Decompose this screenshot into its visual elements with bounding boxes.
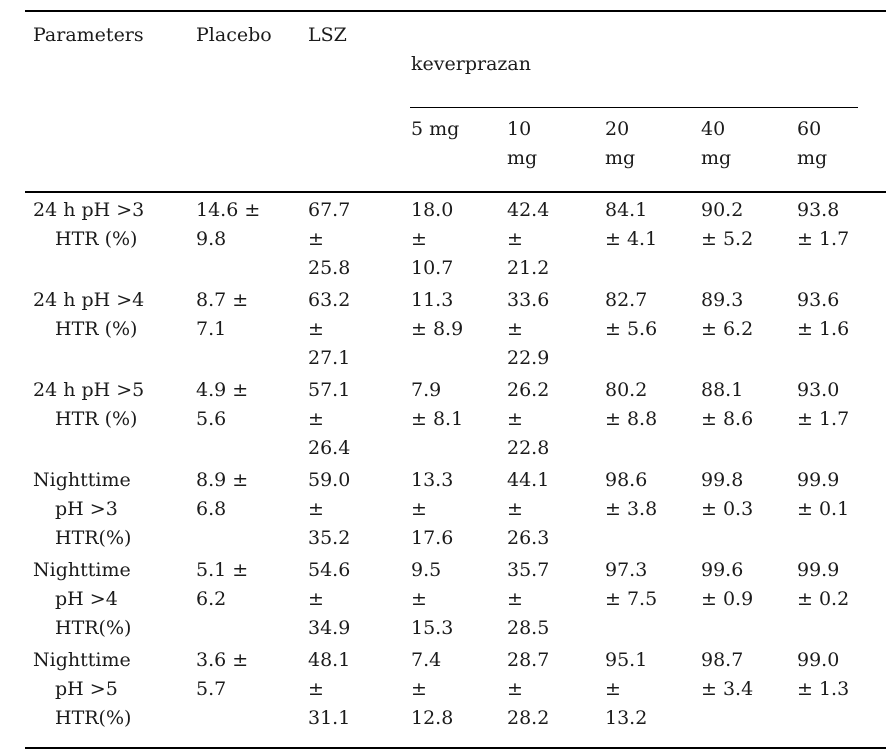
value-cell: 59.0 ± 35.2 bbox=[308, 469, 351, 549]
col-header-dose-60mg: 60 mg bbox=[789, 108, 886, 193]
col-header-dose-10mg: 10 mg bbox=[499, 108, 597, 193]
table-row: Nighttime pH >3 HTR(%) 8.9 ± 6.8 59.0 ± … bbox=[25, 463, 886, 553]
value-cell: 13.3 ± 17.6 bbox=[411, 469, 454, 549]
value-cell: 99.9 ± 0.1 bbox=[797, 469, 850, 520]
value-cell: 84.1 ± 4.1 bbox=[605, 199, 658, 250]
keverprazan-group-label: keverprazan bbox=[411, 53, 531, 75]
param-cell: 24 h pH >5 HTR (%) bbox=[33, 379, 145, 430]
value-cell: 88.1 ± 8.6 bbox=[701, 379, 754, 430]
header-row-doses: 5 mg 10 mg 20 mg 40 mg 60 mg bbox=[25, 108, 886, 193]
col-header-parameters: Parameters bbox=[25, 11, 188, 193]
value-cell: 89.3 ± 6.2 bbox=[701, 289, 754, 340]
value-cell: 54.6 ± 34.9 bbox=[308, 559, 351, 639]
value-cell: 8.9 ± 6.8 bbox=[196, 469, 249, 520]
value-cell: 97.3 ± 7.5 bbox=[605, 559, 658, 610]
value-cell: 18.0 ± 10.7 bbox=[411, 199, 454, 279]
value-cell: 3.6 ± 5.7 bbox=[196, 649, 249, 700]
value-cell: 48.1 ± 31.1 bbox=[308, 649, 351, 729]
value-cell: 93.6 ± 1.6 bbox=[797, 289, 850, 340]
value-cell: 35.7 ± 28.5 bbox=[507, 559, 550, 639]
value-cell: 99.0 ± 1.3 bbox=[797, 649, 850, 700]
value-cell: 93.0 ± 1.7 bbox=[797, 379, 850, 430]
ph-htr-results-table: Parameters Placebo LSZ keverprazan 5 mg … bbox=[25, 10, 886, 749]
table-row: Nighttime pH >4 HTR(%) 5.1 ± 6.2 54.6 ± … bbox=[25, 553, 886, 643]
value-cell: 44.1 ± 26.3 bbox=[507, 469, 550, 549]
value-cell: 57.1 ± 26.4 bbox=[308, 379, 351, 459]
value-cell: 67.7 ± 25.8 bbox=[308, 199, 351, 279]
col-header-lsz: LSZ bbox=[300, 11, 403, 193]
value-cell: 63.2 ± 27.1 bbox=[308, 289, 351, 369]
param-cell: 24 h pH >4 HTR (%) bbox=[33, 289, 145, 340]
value-cell: 99.6 ± 0.9 bbox=[701, 559, 754, 610]
value-cell: 5.1 ± 6.2 bbox=[196, 559, 249, 610]
value-cell: 8.7 ± 7.1 bbox=[196, 289, 249, 340]
value-cell: 33.6 ± 22.9 bbox=[507, 289, 550, 369]
value-cell: 98.6 ± 3.8 bbox=[605, 469, 658, 520]
value-cell: 28.7 ± 28.2 bbox=[507, 649, 550, 729]
value-cell: 90.2 ± 5.2 bbox=[701, 199, 754, 250]
value-cell: 14.6 ± 9.8 bbox=[196, 199, 261, 250]
col-header-dose-40mg: 40 mg bbox=[693, 108, 789, 193]
value-cell: 26.2 ± 22.8 bbox=[507, 379, 550, 459]
header-row-groups: Parameters Placebo LSZ keverprazan bbox=[25, 11, 886, 193]
value-cell: 93.8 ± 1.7 bbox=[797, 199, 850, 250]
table-row: 24 h pH >5 HTR (%) 4.9 ± 5.6 57.1 ± 26.4… bbox=[25, 373, 886, 463]
value-cell: 95.1 ± 13.2 bbox=[605, 649, 648, 729]
table-row: Nighttime pH >5 HTR(%) 3.6 ± 5.7 48.1 ± … bbox=[25, 643, 886, 748]
param-cell: Nighttime pH >4 HTR(%) bbox=[33, 559, 132, 639]
value-cell: 9.5 ± 15.3 bbox=[411, 559, 454, 639]
value-cell: 7.4 ± 12.8 bbox=[411, 649, 454, 729]
value-cell: 42.4 ± 21.2 bbox=[507, 199, 550, 279]
value-cell: 82.7 ± 5.6 bbox=[605, 289, 658, 340]
param-cell: Nighttime pH >3 HTR(%) bbox=[33, 469, 132, 549]
param-cell: 24 h pH >3 HTR (%) bbox=[33, 199, 145, 250]
col-header-dose-5mg: 5 mg bbox=[403, 108, 499, 193]
value-cell: 99.8 ± 0.3 bbox=[701, 469, 754, 520]
value-cell: 7.9 ± 8.1 bbox=[411, 379, 464, 430]
keverprazan-group-rule bbox=[410, 107, 858, 108]
table-row: 24 h pH >3 HTR (%) 14.6 ± 9.8 67.7 ± 25.… bbox=[25, 192, 886, 283]
value-cell: 98.7 ± 3.4 bbox=[701, 649, 754, 700]
value-cell: 99.9 ± 0.2 bbox=[797, 559, 850, 610]
value-cell: 80.2 ± 8.8 bbox=[605, 379, 658, 430]
value-cell: 4.9 ± 5.6 bbox=[196, 379, 249, 430]
value-cell: 11.3 ± 8.9 bbox=[411, 289, 464, 340]
col-header-keverprazan-group: keverprazan bbox=[403, 11, 886, 108]
col-header-placebo: Placebo bbox=[188, 11, 300, 193]
table-row: 24 h pH >4 HTR (%) 8.7 ± 7.1 63.2 ± 27.1… bbox=[25, 283, 886, 373]
col-header-dose-20mg: 20 mg bbox=[597, 108, 693, 193]
param-cell: Nighttime pH >5 HTR(%) bbox=[33, 649, 132, 729]
